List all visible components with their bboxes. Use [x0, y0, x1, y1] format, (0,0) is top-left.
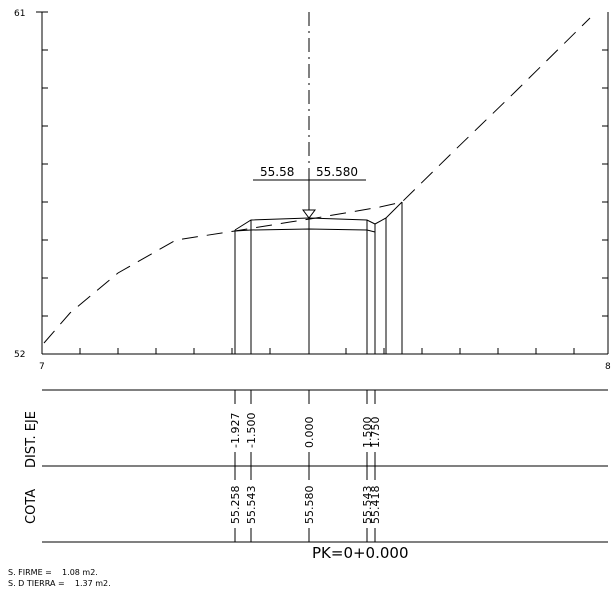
tierra-area-label: S. D TIERRA = 1.37 m2. [8, 579, 111, 588]
center-level-left-label: 55.58 [260, 165, 294, 179]
left-axis-ticks [36, 11, 48, 317]
level-marker-triangle-icon [302, 209, 316, 219]
station-cota-label: 55.258 [229, 486, 242, 525]
firme-area-label: S. FIRME = 1.08 m2. [8, 568, 98, 577]
station-cota-label: 55.580 [303, 486, 316, 525]
x-axis-min-label: 7 [39, 362, 45, 372]
station-dist-label: -1.500 [245, 413, 258, 448]
station-cota-label: 55.543 [361, 486, 374, 525]
terrain-line [43, 17, 591, 344]
dist-band-label: DIST. EJE [24, 411, 39, 468]
baseline-ticks [79, 348, 575, 354]
station-cota-label: 55.543 [245, 486, 258, 525]
station-dist-label: 0.000 [303, 417, 316, 449]
band-station-ticks [234, 390, 376, 542]
station-dist-label: 1.750 [369, 417, 382, 449]
y-axis-min-label: 52 [14, 350, 25, 360]
x-axis-max-label: 8 [605, 362, 611, 372]
pk-label: PK=0+0.000 [312, 544, 409, 562]
station-dist-label: 1.500 [361, 417, 374, 449]
station-dist-label: -1.927 [229, 413, 242, 448]
y-axis-max-label: 61 [14, 9, 25, 19]
cota-band-label: COTA [24, 489, 39, 524]
center-level-right-label: 55.580 [316, 165, 358, 179]
right-axis-ticks [602, 49, 608, 317]
station-cota-label: 55.418 [369, 486, 382, 525]
road-section [234, 180, 403, 354]
